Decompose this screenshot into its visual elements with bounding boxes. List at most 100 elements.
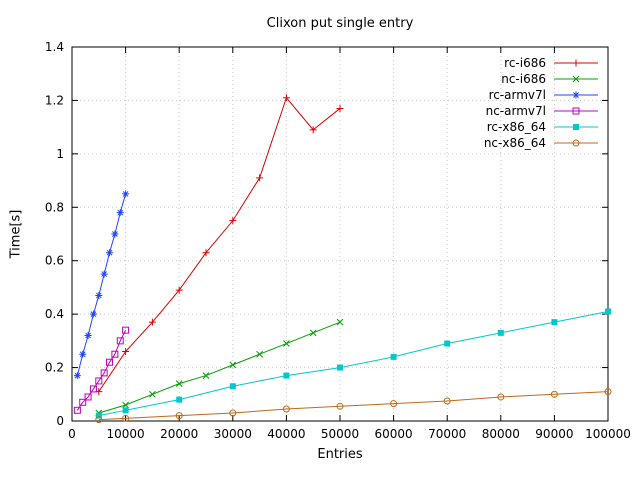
series-rc-i686 [95, 94, 344, 396]
x-tick-label: 80000 [482, 427, 520, 441]
x-tick-label: 30000 [214, 427, 252, 441]
series-marker [84, 393, 92, 401]
y-tick-label: 0.4 [45, 307, 64, 321]
series-marker [122, 401, 129, 409]
tick-labels: 0 10000 20000 30000 40000 50000 60000 70000 8000… [45, 40, 631, 441]
y-tick-label: 0.2 [45, 361, 64, 375]
series-nc-armv7l [73, 326, 130, 414]
series-marker [111, 350, 119, 358]
series-marker [100, 270, 108, 278]
series-marker [337, 364, 343, 371]
series-marker [573, 124, 579, 130]
legend-label: nc-x86_64 [484, 136, 546, 150]
series-marker [390, 400, 398, 408]
series-marker [443, 397, 451, 405]
series-marker [229, 217, 237, 225]
series-marker [95, 412, 102, 419]
chart-title: Clixon put single entry [266, 16, 414, 31]
series-marker [202, 249, 210, 257]
series-marker [550, 390, 558, 398]
series-marker [283, 372, 290, 379]
series-marker [122, 407, 129, 414]
series-marker [282, 94, 290, 102]
series-marker [604, 388, 612, 396]
y-tick-label: 1.2 [45, 93, 64, 107]
series-marker [122, 190, 130, 198]
legend-label: rc-i686 [504, 56, 546, 70]
series-marker [229, 409, 237, 417]
series-marker [202, 372, 210, 379]
series-marker [122, 326, 130, 334]
series-marker [116, 337, 124, 345]
series-nc-i686 [95, 318, 344, 417]
series-marker [106, 358, 114, 366]
legend-label: nc-armv7l [486, 104, 546, 118]
series-marker [106, 249, 114, 257]
series-marker [122, 414, 130, 422]
y-tick-label: 0.8 [45, 200, 64, 214]
series-marker [256, 174, 264, 182]
y-tick-label: 1 [56, 147, 64, 161]
series-marker [336, 402, 344, 410]
legend-label: rc-armv7l [489, 88, 546, 102]
series-marker [73, 372, 81, 380]
series-marker [390, 353, 397, 360]
series-marker [283, 340, 290, 347]
series-marker [572, 91, 580, 99]
series-marker [572, 139, 580, 147]
y-tick-label: 0 [56, 414, 64, 428]
series-marker [175, 412, 183, 420]
series-marker [282, 405, 290, 413]
series-marker [605, 308, 611, 315]
series-marker [229, 361, 237, 369]
series-marker [95, 416, 103, 424]
legend: rc-i686 nc-i686 rc-armv7l nc-armv7l rc-x86_6… [484, 56, 598, 150]
series-line [76, 193, 127, 376]
y-axis-label: Time[s] [8, 209, 24, 259]
series-marker [95, 291, 103, 299]
series-marker [551, 319, 558, 326]
series-marker [79, 350, 87, 358]
series-marker [444, 340, 451, 347]
series-marker [309, 126, 317, 134]
x-tick-label: 40000 [267, 427, 305, 441]
series-line [98, 391, 609, 421]
series-line [98, 321, 341, 414]
series-marker [572, 107, 580, 115]
series-marker [175, 380, 183, 387]
series-marker [497, 393, 505, 401]
x-tick-label: 10000 [107, 427, 145, 441]
series-marker [111, 230, 119, 238]
series-marker [149, 390, 156, 398]
x-axis-label: Entries [317, 447, 363, 462]
series-rc-x86_64 [95, 308, 611, 419]
series-line [98, 310, 609, 417]
series-marker [309, 329, 317, 337]
series-marker [336, 104, 344, 112]
series-line [98, 96, 341, 392]
series-marker [100, 369, 108, 377]
series-marker [572, 59, 580, 67]
series-marker [73, 406, 81, 414]
series-marker [572, 75, 580, 83]
series-marker [95, 377, 103, 385]
x-tick-label: 0 [68, 427, 76, 441]
y-tick-label: 1.4 [45, 40, 64, 54]
series-marker [84, 332, 92, 340]
series-marker [497, 329, 504, 336]
x-tick-label: 20000 [160, 427, 198, 441]
series-marker [89, 385, 97, 393]
series-marker [89, 310, 97, 318]
series-marker [122, 348, 130, 356]
x-tick-label: 70000 [428, 427, 466, 441]
x-tick-label: 90000 [535, 427, 573, 441]
series-marker [256, 350, 263, 358]
series-marker [229, 383, 236, 390]
y-tick-label: 0.6 [45, 254, 64, 268]
x-tick-label: 60000 [375, 427, 413, 441]
series-marker [148, 318, 156, 326]
series-marker [176, 396, 183, 403]
legend-label: nc-i686 [501, 72, 546, 86]
